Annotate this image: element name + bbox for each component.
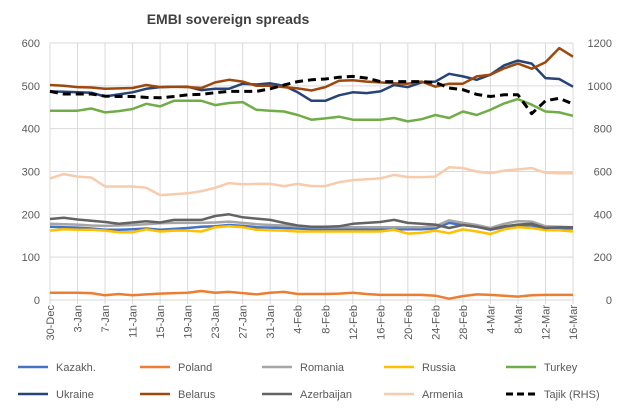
series-line-poland [50, 289, 573, 300]
right-axis-tick-label: 800 [594, 124, 612, 136]
x-axis-tick-label: 23-Jan [210, 305, 222, 339]
series-line-turkey [50, 97, 574, 123]
legend-label: Turkey [544, 362, 578, 374]
x-axis-tick-label: 3-Jan [73, 305, 85, 333]
x-axis-tick-label: 19-Jan [183, 305, 195, 339]
x-axis-tick-label: 12-Mar [540, 305, 552, 340]
series-line-belarus [49, 46, 574, 92]
x-axis-tick-label: 15-Jan [155, 305, 167, 339]
right-axis-tick-label: 600 [594, 167, 612, 179]
x-axis-ticks: 30-Dec 3-Jan 7-Jan 11-Jan 15-Jan 19-Jan 23-Jan… [45, 305, 580, 341]
left-axis-tick-label: 500 [22, 81, 40, 93]
legend-label: Azerbaijan [300, 389, 352, 401]
x-axis-tick-label: 30-Dec [45, 305, 57, 341]
legend-label: Kazakh. [56, 362, 96, 374]
right-axis-ticks: 0 200 400 600 800 1000 1200 [588, 38, 612, 307]
x-axis-tick-label: 11-Jan [128, 305, 140, 338]
x-axis-tick-label: 16-Feb [375, 305, 387, 340]
series-line-armenia [49, 165, 573, 197]
x-axis-tick-label: 16-Mar [568, 305, 580, 340]
left-axis-tick-label: 200 [22, 209, 40, 221]
legend-label: Russia [422, 362, 457, 374]
series-line-tajik-rhs [49, 74, 574, 116]
x-axis-tick-label: 4-Feb [293, 305, 305, 334]
legend-label: Romania [300, 362, 345, 374]
x-axis-tick-label: 12-Feb [348, 305, 360, 340]
x-axis-tick-label: 28-Feb [458, 305, 470, 340]
legend-label: Belarus [178, 389, 216, 401]
x-axis-tick-label: 24-Feb [430, 305, 442, 340]
right-axis-tick-label: 200 [594, 252, 612, 264]
left-axis-tick-label: 300 [22, 167, 40, 179]
series-lines [49, 46, 574, 300]
legend-label: Ukraine [56, 389, 94, 401]
x-axis-tick-label: 8-Feb [320, 305, 332, 334]
left-axis-tick-label: 100 [22, 252, 40, 264]
right-axis-tick-label: 1000 [588, 81, 612, 93]
x-axis-tick-label: 20-Feb [403, 305, 415, 340]
left-axis-ticks: 0 100 200 300 400 500 600 [22, 38, 40, 307]
legend-label: Armenia [422, 389, 464, 401]
x-axis-tick-label: 27-Jan [238, 305, 250, 339]
x-axis-tick-label: 8-Mar [513, 305, 525, 334]
right-axis-tick-label: 400 [594, 209, 612, 221]
left-axis-tick-label: 0 [34, 295, 40, 307]
left-axis-tick-label: 600 [22, 38, 40, 50]
series-line-azerbaijan [49, 213, 573, 231]
x-axis-tick-label: 7-Jan [100, 305, 112, 333]
legend-label: Poland [178, 362, 212, 374]
legend: Kazakh. Poland Romania Russia Turkey Ukraine B… [18, 362, 600, 401]
x-axis-tick-label: 4-Mar [485, 305, 497, 334]
x-axis-tick-label: 31-Jan [265, 305, 277, 339]
chart-title: EMBI sovereign spreads [147, 11, 310, 27]
legend-label: Tajik (RHS) [544, 389, 600, 401]
left-axis-tick-label: 400 [22, 124, 40, 136]
right-axis-tick-label: 1200 [588, 38, 612, 50]
right-axis-tick-label: 0 [606, 295, 612, 307]
series-line-russia [49, 225, 574, 236]
